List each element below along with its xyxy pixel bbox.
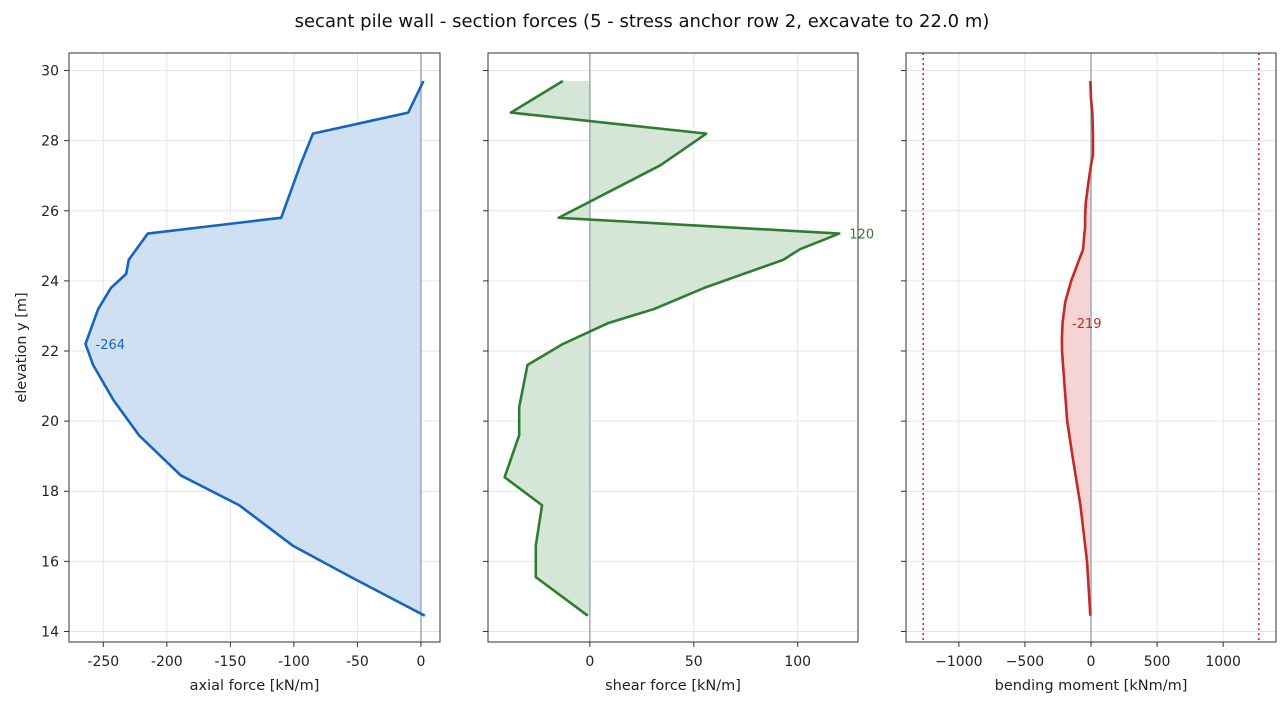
axial-xtick-label-0: -250: [87, 654, 119, 670]
axial-series-line: [84, 80, 426, 617]
moment-xlabel: bending moment [kNm/m]: [995, 678, 1188, 694]
ylabel: elevation y [m]: [14, 292, 30, 402]
moment-xtick-label-4: 1000: [1205, 654, 1241, 670]
ytick-label-3: 20: [41, 414, 59, 430]
axial-xtick-label-2: -150: [214, 654, 246, 670]
moment-annotation-0: -219: [1072, 317, 1102, 332]
shear-panel: 0 50 100 shear force [kN/m] 120: [483, 52, 874, 694]
shear-annotation-0: 120: [849, 228, 874, 243]
ytick-label-0: 14: [41, 624, 59, 640]
axial-xtick-label-4: -50: [346, 654, 369, 670]
axial-annotation-0: -264: [96, 338, 126, 353]
shear-axes-frame: [487, 52, 859, 643]
ytick-label-7: 28: [41, 134, 59, 150]
figure-title: secant pile wall - section forces (5 - s…: [295, 11, 990, 32]
moment-xtick-label-1: −500: [1006, 654, 1044, 670]
axial-axes-frame: [68, 52, 441, 643]
ytick-label-5: 24: [41, 274, 59, 290]
shear-xtick-label-0: 0: [585, 654, 594, 670]
ytick-label-4: 22: [41, 344, 59, 360]
moment-fill-area: [1061, 81, 1093, 616]
axial-xlabel: axial force [kN/m]: [190, 678, 320, 694]
axial-xtick-label-1: -200: [151, 654, 183, 670]
shear-xlabel: shear force [kN/m]: [605, 678, 741, 694]
ytick-label-8: 30: [41, 64, 59, 80]
axial-fill-area: [85, 81, 425, 616]
shear-xtick-label-2: 100: [784, 654, 811, 670]
ytick-label-1: 16: [41, 554, 59, 570]
shear-fill-area: [504, 81, 840, 616]
ytick-label-6: 26: [41, 204, 59, 220]
shear-xtick-label-1: 50: [685, 654, 703, 670]
moment-series-line: [1060, 80, 1095, 616]
axial-panel: -250 -200 -150 -100 -50 0 14 16 18 20 22 24 26 28 30 ax…: [14, 52, 441, 694]
moment-panel: −1000 −500 0 500 1000 bending moment [kNm/m] -…: [901, 52, 1277, 694]
shear-series-line: [503, 79, 841, 617]
axial-xtick-label-3: -100: [278, 654, 310, 670]
moment-xtick-label-3: 500: [1144, 654, 1171, 670]
moment-xtick-label-2: 0: [1087, 654, 1096, 670]
ytick-label-2: 18: [41, 484, 59, 500]
moment-xtick-label-0: −1000: [935, 654, 982, 670]
axial-xtick-label-5: 0: [416, 654, 425, 670]
